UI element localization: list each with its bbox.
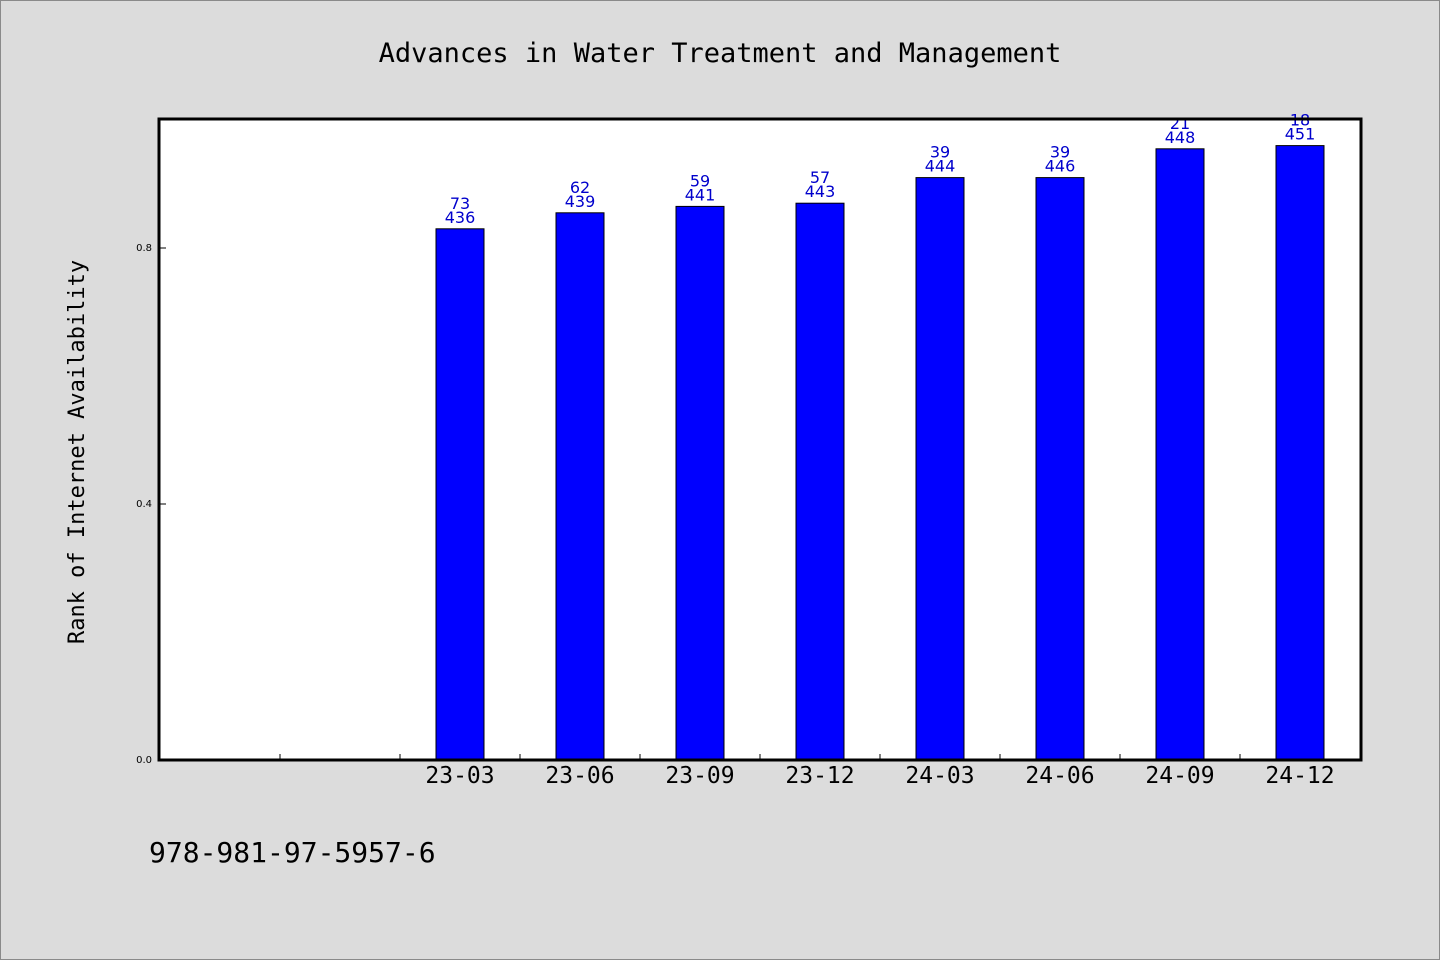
x-tick-label: 23-03 [425, 763, 494, 789]
data-label-bottom: 443 [805, 182, 836, 201]
bar-23-09 [675, 205, 725, 761]
y-tick-label: 0.4 [136, 499, 152, 510]
x-tick-label: 24-06 [1025, 763, 1094, 789]
data-label-bottom: 451 [1285, 125, 1316, 144]
chart-title: Advances in Water Treatment and Manageme… [379, 38, 1062, 69]
data-label-top: 62 [570, 178, 590, 197]
y-tick-label: 0.8 [136, 243, 152, 254]
x-tick-label: 24-12 [1265, 763, 1334, 789]
bar-23-03 [435, 228, 485, 761]
x-tick-label: 23-06 [545, 763, 614, 789]
data-label-top: 57 [810, 168, 830, 187]
bar-24-12 [1275, 145, 1325, 761]
bar-24-03 [915, 177, 965, 761]
x-tick-label: 24-09 [1145, 763, 1214, 789]
bar-24-06 [1035, 177, 1085, 761]
data-label-top: 39 [1050, 143, 1070, 162]
plot-border [157, 117, 1363, 762]
isbn-footer: 978-981-97-5957-6 [149, 836, 436, 869]
data-label-bottom: 446 [1045, 157, 1076, 176]
data-label-bottom: 448 [1165, 128, 1196, 147]
x-tick-label: 24-03 [905, 763, 974, 789]
data-label-bottom: 444 [925, 157, 956, 176]
data-label-top: 73 [450, 194, 470, 213]
x-tick-label: 23-12 [785, 763, 854, 789]
bar-24-09 [1155, 148, 1205, 761]
y-axis-label: Rank of Internet Availability [65, 260, 90, 644]
data-label-bottom: 439 [565, 192, 596, 211]
data-label-bottom: 436 [445, 208, 476, 227]
data-label-bottom: 441 [685, 185, 716, 204]
data-label-top: 59 [690, 171, 710, 190]
data-label-top: 39 [930, 143, 950, 162]
bar-23-12 [795, 202, 845, 761]
x-tick-label: 23-09 [665, 763, 734, 789]
y-tick-label: 0.0 [136, 755, 152, 766]
bar-23-06 [555, 212, 605, 761]
